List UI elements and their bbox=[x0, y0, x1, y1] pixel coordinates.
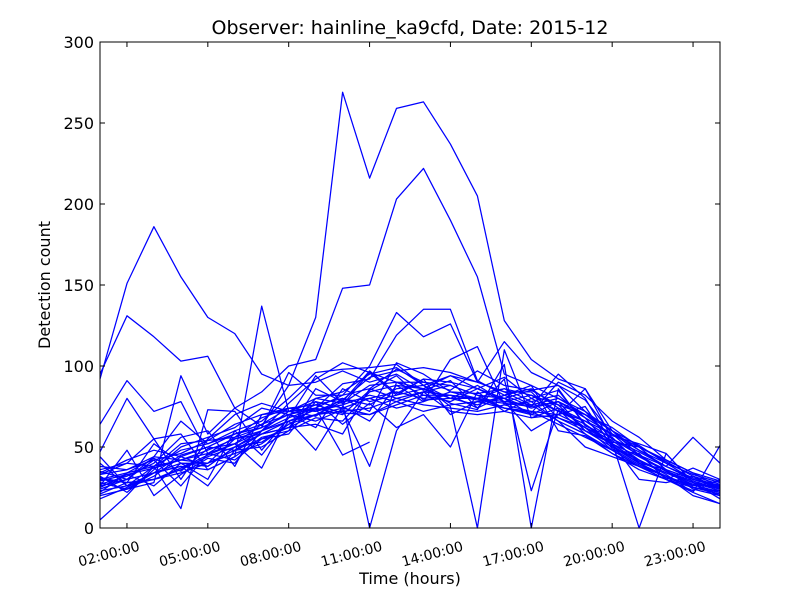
series-line-11 bbox=[99, 375, 721, 529]
chart-title: Observer: hainline_ka9cfd, Date: 2015-12 bbox=[212, 17, 609, 39]
series-line-30 bbox=[99, 400, 721, 490]
y-tick-label: 0 bbox=[84, 519, 94, 538]
series-line-22 bbox=[99, 384, 721, 495]
y-tick-label: 150 bbox=[63, 276, 94, 295]
y-tick-label: 100 bbox=[63, 357, 94, 376]
series-line-28 bbox=[99, 371, 721, 521]
series-line-27 bbox=[99, 407, 370, 481]
y-axis-label: Detection count bbox=[35, 221, 54, 349]
series-layer bbox=[99, 91, 721, 529]
series-line-23 bbox=[99, 397, 721, 492]
series-line-8 bbox=[99, 362, 721, 497]
series-line-14 bbox=[99, 345, 721, 505]
series-line-24 bbox=[99, 388, 721, 487]
y-tick-label: 250 bbox=[63, 114, 94, 133]
x-axis-label: Time (hours) bbox=[358, 569, 461, 588]
y-tick-label: 50 bbox=[74, 438, 94, 457]
series-line-29 bbox=[99, 388, 721, 482]
series-line-26 bbox=[99, 388, 721, 492]
y-tick-label: 200 bbox=[63, 195, 94, 214]
series-line-17 bbox=[99, 362, 721, 487]
y-tick-label: 300 bbox=[63, 33, 94, 52]
